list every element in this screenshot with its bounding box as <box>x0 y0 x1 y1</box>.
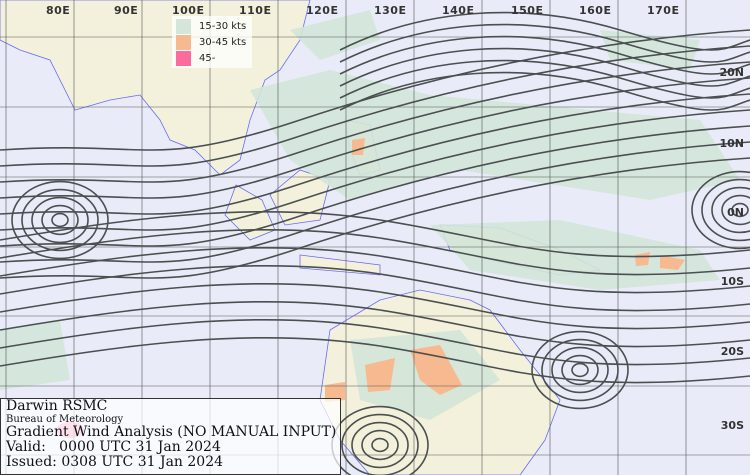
lon-label: 170E <box>647 4 680 17</box>
product-title: Gradient Wind Analysis (NO MANUAL INPUT) <box>6 424 337 440</box>
lon-label: 80E <box>46 4 71 17</box>
streamline <box>341 413 419 475</box>
streamline <box>0 93 750 215</box>
streamline <box>339 59 750 99</box>
streamline <box>339 11 750 51</box>
streamline <box>0 61 750 183</box>
streamline <box>0 141 750 263</box>
streamline <box>11 180 109 260</box>
streamline <box>0 228 750 276</box>
lon-label: 110E <box>239 4 272 17</box>
streamline <box>0 300 750 348</box>
streamline <box>331 405 429 475</box>
streamline <box>339 35 750 75</box>
legend-label: 30-45 kts <box>199 36 247 48</box>
streamline <box>0 77 750 199</box>
streamline <box>561 354 599 386</box>
lat-label: 20N <box>719 66 744 79</box>
streamlines <box>0 11 750 475</box>
streamline <box>0 318 750 366</box>
streamline <box>0 264 750 312</box>
streamline <box>51 212 69 228</box>
streamline <box>551 346 609 394</box>
streamline <box>0 246 750 294</box>
streamline <box>701 178 750 242</box>
lon-label: 140E <box>442 4 475 17</box>
streamline <box>711 186 750 234</box>
lon-label: 90E <box>114 4 139 17</box>
streamline <box>31 196 89 244</box>
legend-item: 30-45 kts <box>176 34 246 50</box>
streamline <box>351 421 409 469</box>
streamline <box>541 338 619 402</box>
legend-item: 15-30 kts <box>176 18 246 34</box>
lat-label: 10N <box>719 137 744 150</box>
streamline <box>731 202 749 218</box>
streamline <box>0 109 750 231</box>
legend-label: 15-30 kts <box>199 20 247 32</box>
issued-time: Issued: 0308 UTC 31 Jan 2024 <box>6 454 224 470</box>
streamline <box>0 282 750 330</box>
legend-label: 45- <box>199 52 216 64</box>
wind-15-30-kts <box>0 10 740 420</box>
lat-label: 10S <box>720 275 744 288</box>
streamline <box>691 170 750 250</box>
streamline <box>339 23 750 63</box>
wind-30-45-kts <box>325 138 685 402</box>
legend-item: 45- <box>176 50 246 66</box>
streamline <box>721 194 750 226</box>
lon-label: 160E <box>579 4 612 17</box>
streamline <box>571 362 589 378</box>
center-name: Darwin RSMC <box>6 398 108 414</box>
streamline <box>361 429 399 461</box>
streamline <box>0 45 750 167</box>
streamline <box>371 437 389 453</box>
legend-swatch <box>176 18 191 34</box>
valid-time: Valid: 0000 UTC 31 Jan 2024 <box>6 439 221 455</box>
streamline <box>339 47 750 87</box>
lon-label: 120E <box>306 4 339 17</box>
agency-name: Bureau of Meteorology <box>6 414 124 425</box>
legend-swatch <box>176 50 191 66</box>
legend-swatch <box>176 34 191 50</box>
lat-label: 30S <box>720 419 744 432</box>
streamline <box>0 29 750 151</box>
info-box: Darwin RSMC Bureau of Meteorology Gradie… <box>0 398 341 475</box>
lon-label: 150E <box>511 4 544 17</box>
lat-label: 20S <box>720 345 744 358</box>
streamline <box>339 71 750 111</box>
streamline <box>41 204 79 236</box>
lon-label: 130E <box>374 4 407 17</box>
lat-label: 0N <box>727 206 744 219</box>
legend: 15-30 kts 30-45 kts 45- <box>172 16 253 68</box>
lon-label: 100E <box>172 4 205 17</box>
streamline <box>21 188 99 252</box>
streamline <box>0 210 750 258</box>
streamline <box>531 330 629 410</box>
